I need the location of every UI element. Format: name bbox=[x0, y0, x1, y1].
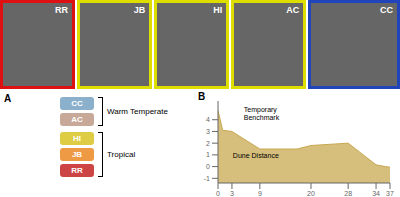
svg-text:34: 34 bbox=[372, 190, 380, 197]
html-text:HI: HI bbox=[73, 134, 81, 143]
svg-text:20: 20 bbox=[307, 190, 315, 197]
html-text:AC: AC bbox=[71, 115, 83, 124]
svg-text:4: 4 bbox=[206, 116, 210, 123]
html-text:CC: CC bbox=[71, 99, 83, 108]
html-text:AC: AC bbox=[286, 5, 300, 15]
svg-text:3: 3 bbox=[230, 190, 234, 197]
svg-text:37: 37 bbox=[386, 190, 392, 197]
html-text:HI: HI bbox=[213, 5, 223, 15]
html-text:Tropical: Tropical bbox=[107, 150, 136, 159]
html-text:Warm Temperate: Warm Temperate bbox=[107, 107, 168, 116]
svg-text:0: 0 bbox=[216, 190, 220, 197]
svg-text:2: 2 bbox=[206, 140, 210, 147]
html-text:Temporary Benchmark: Temporary Benchmark bbox=[243, 106, 280, 121]
html-text:RR: RR bbox=[71, 166, 83, 175]
html-text:CC: CC bbox=[380, 5, 393, 15]
html-text:RR: RR bbox=[55, 5, 69, 15]
svg-text:28: 28 bbox=[344, 190, 352, 197]
svg-text:-1: -1 bbox=[204, 175, 210, 182]
html-text:Dune Distance: Dune Distance bbox=[232, 151, 279, 159]
html-text:JB: JB bbox=[133, 5, 146, 15]
html-text:JB: JB bbox=[71, 150, 83, 159]
svg-text:1: 1 bbox=[206, 151, 210, 158]
html-text:B: B bbox=[198, 91, 206, 102]
svg-text:3: 3 bbox=[206, 128, 210, 135]
html-text:A: A bbox=[4, 93, 12, 104]
svg-text:9: 9 bbox=[258, 190, 262, 197]
svg-text:0: 0 bbox=[206, 163, 210, 170]
